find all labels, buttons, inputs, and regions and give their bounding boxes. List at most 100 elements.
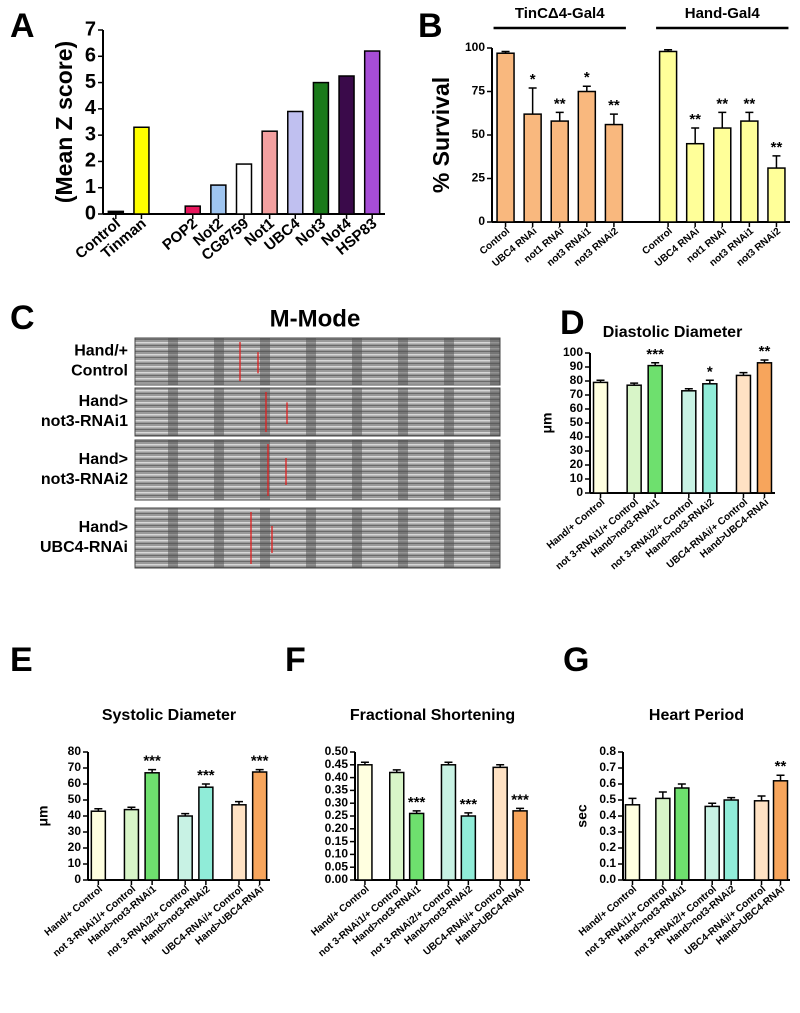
error-bar <box>444 761 453 765</box>
error-bar <box>392 769 401 773</box>
significance-label: *** <box>197 767 215 784</box>
error-bar <box>528 87 537 115</box>
y-tick-label: 60 <box>68 776 82 790</box>
bar <box>363 50 381 215</box>
bar <box>235 163 253 215</box>
significance-label: * <box>707 363 713 380</box>
y-tick-label: 30 <box>68 824 82 838</box>
error-bar <box>127 806 136 810</box>
y-tick-label: 60 <box>570 401 584 415</box>
y-tick-label: 30 <box>570 443 584 457</box>
y-tick-label: 0 <box>85 202 96 224</box>
y-tick-label: 0.45 <box>325 757 349 771</box>
y-tick-label: 6 <box>85 45 96 67</box>
error-bar <box>651 362 660 366</box>
y-tick-label: 0.30 <box>325 795 349 809</box>
bar <box>756 362 773 494</box>
y-tick-label: 3 <box>85 123 96 145</box>
chart-title: Systolic Diameter <box>102 707 236 724</box>
bar <box>655 797 671 881</box>
bar <box>440 764 457 881</box>
chart-title: Diastolic Diameter <box>603 324 743 341</box>
bar <box>287 110 304 215</box>
y-tick-label: 0.05 <box>325 859 349 873</box>
error-bar <box>148 768 157 773</box>
panel-letter: A <box>10 7 35 45</box>
y-tick-label: 10 <box>68 856 82 870</box>
y-axis-label: sec <box>574 804 590 828</box>
error-bar <box>181 812 190 816</box>
y-tick-label: 50 <box>472 127 486 141</box>
y-tick-label: 70 <box>570 387 584 401</box>
error-bar <box>745 111 754 122</box>
y-tick-label: 0.50 <box>325 744 349 758</box>
error-bar <box>772 155 781 169</box>
bar <box>604 123 624 223</box>
y-tick-label: 0.2 <box>599 840 616 854</box>
error-bar <box>708 802 717 807</box>
y-axis-label: μm <box>539 412 555 433</box>
error-bar <box>760 359 769 363</box>
error-bar <box>464 812 473 816</box>
y-tick-label: 0.40 <box>325 770 349 784</box>
y-axis-label: (Mean Z score) <box>51 41 77 203</box>
bar <box>338 75 355 215</box>
bar <box>251 771 268 881</box>
y-axis-label: % Survival <box>428 77 454 193</box>
y-tick-label: 1 <box>85 176 96 198</box>
y-tick-label: 0.10 <box>325 847 349 861</box>
bar <box>144 772 160 881</box>
y-tick-label: 0.7 <box>599 760 616 774</box>
bar <box>735 374 752 494</box>
y-tick-label: 5 <box>85 71 96 93</box>
bar <box>577 90 597 223</box>
y-tick-label: 75 <box>472 84 486 98</box>
error-bar <box>201 783 210 788</box>
error-bar <box>658 791 667 799</box>
error-bar <box>628 797 637 805</box>
y-tick-label: 100 <box>465 40 485 54</box>
mmode-strip <box>134 507 501 569</box>
y-tick-label: 0.25 <box>325 808 349 822</box>
bar <box>723 799 739 881</box>
significance-label: * <box>530 71 536 88</box>
bar <box>184 205 201 215</box>
bar <box>133 126 150 215</box>
panel-letter: E <box>10 641 33 679</box>
y-tick-label: 0.6 <box>599 776 616 790</box>
image-title: M-Mode <box>270 305 361 332</box>
y-tick-label: 100 <box>563 345 583 359</box>
bar <box>389 771 405 881</box>
y-tick-label: 70 <box>68 760 82 774</box>
y-tick-label: 0 <box>74 872 81 886</box>
strip-label: UBC4-RNAi <box>40 539 128 556</box>
mmode-strip <box>134 337 501 386</box>
chart-title: Heart Period <box>649 707 744 724</box>
bar <box>740 120 759 223</box>
y-tick-label: 0.4 <box>599 808 616 822</box>
y-tick-label: 0.35 <box>325 783 349 797</box>
arrow <box>267 444 287 496</box>
y-tick-label: 2 <box>85 150 96 172</box>
y-tick-label: 4 <box>85 97 97 119</box>
error-bar <box>582 85 591 92</box>
y-tick-label: 0.5 <box>599 792 616 806</box>
bar <box>550 120 569 223</box>
significance-label: ** <box>689 111 701 128</box>
bar <box>210 184 227 215</box>
bar <box>702 383 718 494</box>
significance-label: ** <box>554 95 566 112</box>
bar <box>767 167 786 223</box>
y-tick-label: 20 <box>68 840 82 854</box>
y-tick-label: 0.3 <box>599 824 616 838</box>
panel-letter: F <box>285 641 306 679</box>
y-tick-label: 80 <box>570 373 584 387</box>
y-tick-label: 25 <box>472 171 486 185</box>
y-tick-label: 50 <box>68 792 82 806</box>
bar <box>231 804 247 881</box>
y-tick-label: 0.00 <box>325 872 349 886</box>
bar <box>107 210 125 215</box>
bar <box>753 800 770 881</box>
strip-label: not3-RNAi1 <box>41 413 128 430</box>
y-tick-label: 0.15 <box>325 834 349 848</box>
